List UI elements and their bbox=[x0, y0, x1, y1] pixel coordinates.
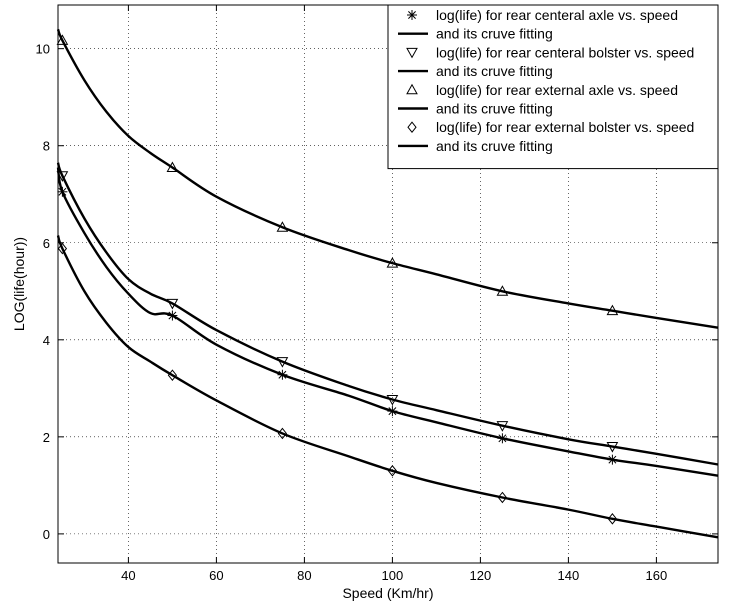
y-ticks: 0 2 4 6 8 10 bbox=[36, 42, 718, 542]
data-point-3 bbox=[496, 285, 509, 296]
x-tick-label: 80 bbox=[297, 568, 311, 583]
x-tick-label: 140 bbox=[558, 568, 580, 583]
legend-fit-entry: and its cruve fitting bbox=[436, 26, 553, 42]
data-point-2 bbox=[496, 421, 509, 432]
legend-marker-1 bbox=[407, 10, 417, 20]
x-tick-label: 60 bbox=[209, 568, 223, 583]
x-tick-label: 100 bbox=[382, 568, 404, 583]
y-tick-label: 4 bbox=[43, 333, 50, 348]
fit-curve-2 bbox=[56, 162, 719, 466]
legend-marker-2 bbox=[406, 47, 418, 59]
x-ticks: 40 60 80 100 120 140 160 bbox=[121, 5, 667, 583]
legend-marker-4 bbox=[407, 121, 417, 134]
legend-box bbox=[387, 4, 719, 170]
legend-fit-entry: and its cruve fitting bbox=[436, 138, 553, 154]
x-axis-label: Speed (Km/hr) bbox=[342, 585, 433, 601]
data-point-3 bbox=[606, 304, 619, 316]
y-tick-label: 2 bbox=[43, 430, 50, 445]
y-tick-label: 8 bbox=[43, 139, 50, 154]
data-point-1 bbox=[57, 186, 68, 197]
y-tick-label: 0 bbox=[43, 527, 50, 542]
data-point-2 bbox=[606, 442, 619, 453]
data-point-3 bbox=[166, 161, 179, 173]
data-point-2 bbox=[166, 298, 179, 310]
data-point-4 bbox=[497, 491, 508, 504]
fit-curve-1 bbox=[56, 167, 719, 477]
legend-marker-3 bbox=[406, 83, 418, 95]
y-tick-label: 10 bbox=[36, 42, 50, 57]
data-point-2 bbox=[276, 357, 289, 368]
legend-entry: log(life) for rear external bolster vs. … bbox=[436, 119, 694, 135]
legend-entry: log(life) for rear external axle vs. spe… bbox=[436, 82, 678, 98]
y-axis-label: LOG(life(hour)) bbox=[11, 237, 27, 331]
data-point-3 bbox=[56, 34, 69, 45]
y-tick-label: 6 bbox=[43, 236, 50, 251]
x-tick-label: 40 bbox=[121, 568, 135, 583]
data-point-1 bbox=[497, 433, 508, 444]
data-point-3 bbox=[276, 221, 289, 232]
data-point-1 bbox=[167, 310, 178, 321]
x-tick-label: 120 bbox=[470, 568, 492, 583]
legend: log(life) for rear centeral axle vs. spe… bbox=[387, 4, 719, 170]
legend-entry: log(life) for rear centeral bolster vs. … bbox=[436, 44, 694, 60]
data-point-4 bbox=[607, 513, 618, 525]
legend-entry: log(life) for rear centeral axle vs. spe… bbox=[436, 7, 678, 23]
legend-fit-entry: and its cruve fitting bbox=[436, 101, 553, 117]
fit-curve-3 bbox=[56, 28, 719, 329]
x-tick-label: 160 bbox=[646, 568, 668, 583]
data-point-4 bbox=[277, 427, 288, 440]
fit-curve-4 bbox=[56, 235, 719, 539]
legend-fit-entry: and its cruve fitting bbox=[436, 63, 553, 79]
data-point-4 bbox=[57, 242, 68, 255]
data-point-1 bbox=[607, 454, 618, 465]
data-point-2 bbox=[56, 171, 69, 182]
data-point-1 bbox=[387, 406, 398, 417]
data-point-3 bbox=[386, 257, 399, 268]
data-point-1 bbox=[277, 369, 288, 380]
markers bbox=[56, 34, 619, 525]
data-point-2 bbox=[386, 394, 399, 406]
data-point-4 bbox=[167, 369, 178, 382]
data-point-4 bbox=[387, 465, 398, 477]
